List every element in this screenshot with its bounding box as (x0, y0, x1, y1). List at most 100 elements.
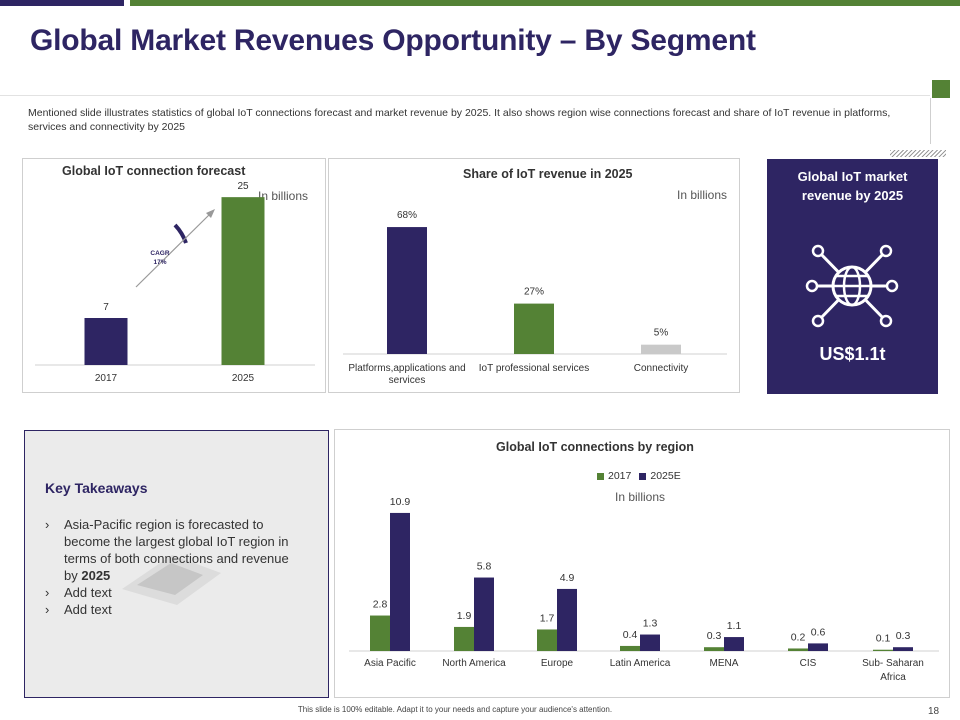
region-connections-panel: Global IoT connections by region In bill… (334, 429, 950, 698)
footer-note: This slide is 100% editable. Adapt it to… (297, 705, 613, 714)
data-label-2: 5% (654, 328, 669, 339)
bar-2025E-5 (808, 643, 828, 651)
bar-2025 (221, 197, 265, 365)
x-tick-2025: 2025 (232, 373, 255, 384)
top-accent-bar-green (130, 0, 960, 6)
legend-swatch-2025e (639, 472, 647, 480)
cagr-arc (173, 223, 188, 244)
x-tick-0: Platforms,applications and services (348, 363, 465, 386)
market-revenue-box: Global IoT market revenue by 2025 US$1.1… (767, 159, 938, 394)
data-label-2017-6: 0.1 (876, 633, 891, 645)
takeaway-text: Add text (64, 602, 112, 617)
data-label-2017-2: 1.7 (540, 612, 555, 624)
bar-2025E-3 (640, 634, 660, 651)
bar-0 (387, 227, 427, 354)
data-label-2025: 25 (237, 181, 249, 192)
takeaway-text-bold: 2025 (81, 568, 111, 583)
cagr-value: 17% (153, 259, 166, 266)
x-tick-1: North America (442, 658, 506, 669)
revenue-share-title: Share of IoT revenue in 2025 (463, 167, 633, 181)
bar-2017-2 (537, 629, 557, 651)
bar-2017-0 (370, 615, 390, 651)
bar-2017 (84, 318, 128, 365)
bar-2025E-2 (557, 588, 577, 651)
data-label-2025E-4: 1.1 (727, 620, 742, 632)
legend: 2017 2025E (597, 470, 681, 482)
x-tick-5: CIS (800, 658, 817, 669)
legend-label-2017: 2017 (608, 470, 632, 482)
key-takeaways-box: Key Takeaways › Asia-Pacific region is f… (24, 430, 329, 698)
data-label-2017: 7 (103, 302, 109, 313)
bar-2017-5 (788, 648, 808, 651)
bar-2017-6 (873, 649, 893, 651)
connection-forecast-chart: 7 2017 25 2025 CAGR 17% (35, 181, 315, 384)
bar-2025E-1 (474, 577, 494, 651)
list-item: › Add text (45, 601, 305, 618)
key-takeaways-list: › Asia-Pacific region is forecasted to b… (45, 516, 305, 618)
takeaway-text: Add text (64, 585, 112, 600)
watermark-shape (122, 555, 221, 605)
takeaway-text-main: Asia-Pacific region is forecasted to bec… (64, 517, 289, 583)
list-item: › Asia-Pacific region is forecasted to b… (45, 516, 305, 584)
slide-description: Mentioned slide illustrates statistics o… (28, 107, 891, 133)
x-tick-0: Asia Pacific (364, 658, 416, 669)
bar-2017-3 (620, 645, 640, 651)
x-tick-6: Sub- Saharan Africa (862, 658, 924, 683)
bullet-icon: › (45, 585, 50, 600)
data-label-2025E-0: 10.9 (390, 496, 411, 508)
x-tick-2017: 2017 (95, 373, 118, 384)
data-label-2025E-5: 0.6 (811, 626, 826, 638)
data-label-1: 27% (524, 287, 544, 298)
market-revenue-value: US$1.1t (819, 344, 886, 364)
revenue-share-panel: Share of IoT revenue in 2025 In billions… (328, 158, 740, 393)
bar-2025E-6 (893, 647, 913, 651)
cagr-label: CAGR (150, 250, 169, 257)
top-accent-bar-purple (0, 0, 124, 6)
revenue-share-chart: 68% Platforms,applications and services 27%… (343, 210, 727, 386)
globe-network-icon (805, 244, 899, 328)
decor-hatch (890, 150, 946, 157)
cagr-arrow-line (135, 212, 212, 288)
bar-2025E-4 (724, 637, 744, 651)
data-label-2017-0: 2.8 (373, 599, 388, 611)
data-label-2017-1: 1.9 (457, 610, 472, 622)
x-tick-3: Latin America (610, 658, 671, 669)
data-label-2017-3: 0.4 (623, 629, 638, 641)
x-tick-1: IoT professional services (479, 363, 589, 374)
decor-square (932, 80, 950, 98)
data-label-0: 68% (397, 210, 417, 221)
region-connections-title: Global IoT connections by region (496, 440, 694, 454)
data-label-2017-4: 0.3 (707, 630, 722, 642)
x-tick-2: Connectivity (634, 363, 688, 374)
legend-swatch-2017 (597, 472, 604, 480)
connection-forecast-title: Global IoT connection forecast (62, 164, 246, 178)
bullet-icon: › (45, 602, 50, 617)
market-revenue-title: Global IoT market revenue by 2025 (797, 169, 908, 203)
bullet-icon: › (45, 517, 50, 532)
revenue-share-unit: In billions (677, 188, 728, 202)
bar-2017-1 (454, 626, 474, 651)
takeaway-text: Asia-Pacific region is forecasted to bec… (64, 516, 305, 584)
region-connections-chart: 2.8 10.9 Asia Pacific 1.9 5.8 North America 1.… (349, 496, 939, 683)
key-takeaways-title: Key Takeaways (45, 480, 148, 496)
bar-2025E-0 (390, 512, 410, 651)
divider (0, 95, 930, 96)
bar-2017-4 (704, 647, 724, 651)
page-number: 18 (928, 706, 940, 717)
region-connections-unit: In billions (615, 490, 666, 504)
x-tick-4: MENA (710, 658, 739, 669)
bar-1 (514, 303, 554, 354)
list-item: › Add text (45, 584, 305, 601)
data-label-2025E-6: 0.3 (896, 630, 911, 642)
connection-forecast-panel: Global IoT connection forecast In billio… (22, 158, 326, 393)
connection-forecast-unit: In billions (258, 189, 309, 203)
data-label-2017-5: 0.2 (791, 631, 806, 643)
decor-line (930, 98, 931, 144)
data-label-2025E-3: 1.3 (643, 618, 658, 630)
x-tick-2: Europe (541, 658, 574, 669)
data-label-2025E-1: 5.8 (477, 561, 492, 573)
data-label-2025E-2: 4.9 (560, 572, 575, 584)
page-title: Global Market Revenues Opportunity – By … (30, 24, 756, 57)
legend-label-2025e: 2025E (650, 470, 681, 482)
bar-2 (641, 344, 681, 354)
